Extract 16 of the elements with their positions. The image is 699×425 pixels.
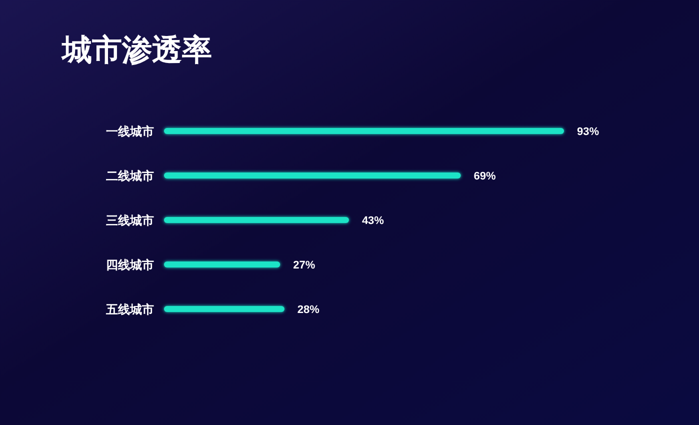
data-label: 28% [297, 304, 320, 316]
y-tick-label: 一线城市 [106, 124, 154, 138]
bar [164, 172, 461, 178]
bar [164, 217, 349, 223]
data-label: 69% [474, 170, 496, 182]
data-label: 43% [362, 215, 384, 227]
chart-title: 城市渗透率 [60, 33, 212, 67]
y-tick-label: 五线城市 [105, 302, 154, 316]
bar [164, 128, 564, 134]
y-tick-label: 四线城市 [106, 258, 154, 272]
bar [164, 306, 284, 312]
data-label: 27% [293, 260, 316, 272]
bar [164, 262, 280, 268]
y-tick-label: 二线城市 [106, 169, 154, 183]
data-label: 93% [577, 126, 600, 138]
y-tick-label: 三线城市 [106, 214, 154, 228]
